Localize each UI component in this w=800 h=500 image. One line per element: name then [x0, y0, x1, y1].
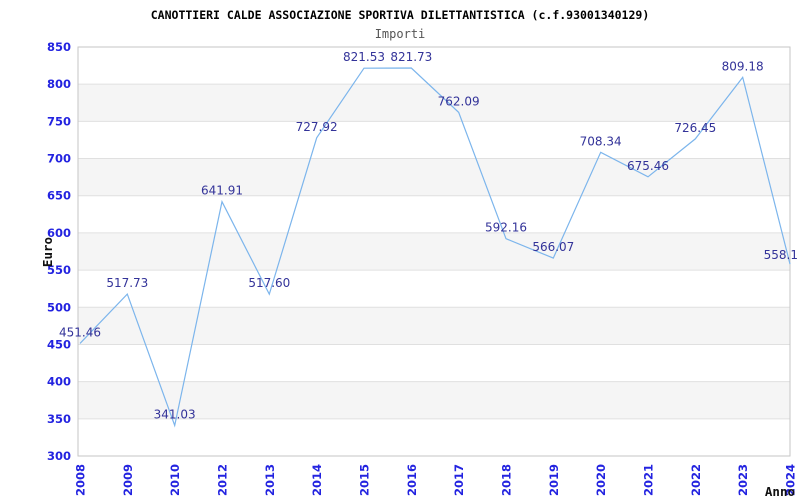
data-line [79, 67, 791, 428]
plot-border [77, 46, 791, 457]
grid-band [78, 232, 790, 271]
grid-band [78, 381, 790, 419]
point-label: 641.91 [201, 184, 243, 198]
x-tick-label: 2013 [263, 464, 277, 496]
x-tick-label: 2016 [405, 464, 419, 496]
point-label: 726.45 [674, 121, 716, 135]
point-label: 517.73 [106, 276, 148, 290]
point-label: 341.03 [154, 407, 196, 421]
x-tick-label: 2010 [168, 464, 182, 496]
point-label: 592.16 [485, 221, 527, 235]
y-tick-label: 850 [47, 40, 71, 54]
x-tick-label: 2009 [121, 464, 135, 496]
x-tick-label: 2008 [74, 464, 88, 496]
y-tick-label: 750 [47, 114, 71, 128]
point-label: 451.46 [59, 325, 101, 339]
point-label: 708.34 [580, 134, 622, 148]
x-tick-label: 2019 [547, 464, 561, 496]
x-tick-label: 2014 [310, 464, 324, 496]
x-axis-title: Anno [765, 484, 795, 499]
point-label: 558.1 [764, 248, 798, 262]
y-tick-label: 400 [47, 375, 71, 389]
point-label: 517.60 [248, 276, 290, 290]
y-tick-label: 800 [47, 77, 71, 91]
y-tick-label: 600 [47, 226, 71, 240]
grid-band [78, 158, 790, 196]
point-label: 727.92 [296, 120, 338, 134]
point-label: 762.09 [438, 94, 480, 108]
x-tick-label: 2023 [736, 464, 750, 496]
plot-area: 300 350 400 450 500 550 600 650 700 750 800 850 2008… [47, 40, 798, 496]
grid-band [78, 307, 790, 345]
point-label: 821.73 [390, 50, 432, 64]
x-tick-label: 2018 [500, 464, 514, 496]
x-tick-label: 2024 [784, 464, 798, 496]
grid-band [78, 84, 790, 122]
point-label: 675.46 [627, 159, 669, 173]
y-tick-label: 700 [47, 152, 71, 166]
y-tick-label: 450 [47, 337, 71, 351]
y-tick-label: 650 [47, 189, 71, 203]
x-tick-label: 2015 [358, 464, 372, 496]
x-tick-label: 2022 [689, 464, 703, 496]
y-tick-label: 550 [47, 263, 71, 277]
x-tick-label: 2020 [594, 464, 608, 496]
y-tick-label: 350 [47, 412, 71, 426]
point-label: 821.53 [343, 50, 385, 64]
y-tick-label: 500 [47, 300, 71, 314]
chart-title: CANOTTIERI CALDE ASSOCIAZIONE SPORTIVA D… [151, 8, 650, 22]
point-label: 809.18 [722, 59, 764, 73]
x-tick-label: 2021 [642, 464, 656, 496]
y-axis-title: Euro [40, 237, 55, 267]
chart-subtitle: Importi [375, 27, 426, 41]
x-tick-label: 2017 [452, 464, 466, 496]
y-tick-label: 300 [47, 449, 71, 463]
point-label: 566.07 [532, 240, 574, 254]
x-tick-label: 2012 [216, 464, 230, 496]
